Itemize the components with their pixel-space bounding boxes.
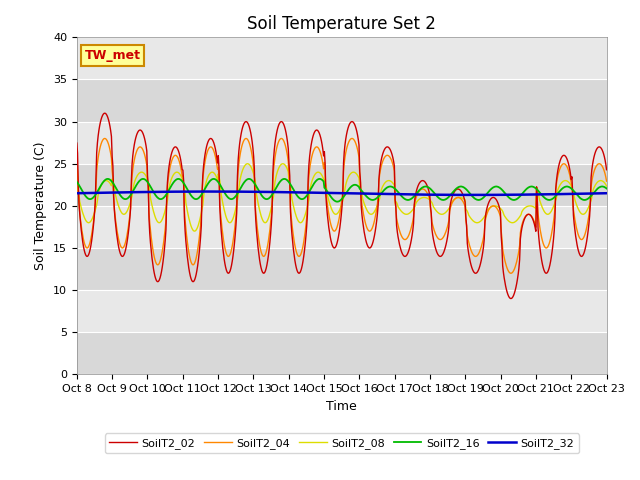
- Title: Soil Temperature Set 2: Soil Temperature Set 2: [247, 15, 436, 33]
- SoilT2_08: [408, 209, 415, 215]
- Bar: [77, 37, 607, 80]
- SoilT2_08: [220, 204, 227, 209]
- SoilT2_02: [507, 296, 515, 301]
- SoilT2_32: [422, 192, 430, 198]
- SoilT2_16: [603, 186, 611, 192]
- Y-axis label: Soil Temperature (C): Soil Temperature (C): [35, 142, 47, 270]
- SoilT2_16: [334, 199, 342, 204]
- Bar: [77, 290, 607, 332]
- SoilT2_32: [220, 189, 227, 194]
- SoilT2_04: [138, 145, 145, 151]
- SoilT2_02: [191, 275, 199, 280]
- Line: SoilT2_08: SoilT2_08: [77, 164, 607, 231]
- SoilT2_02: [83, 253, 90, 259]
- Bar: [77, 80, 607, 121]
- SoilT2_02: [138, 128, 145, 134]
- SoilT2_08: [83, 218, 90, 224]
- Line: SoilT2_16: SoilT2_16: [77, 179, 607, 202]
- Line: SoilT2_32: SoilT2_32: [77, 192, 607, 195]
- SoilT2_08: [137, 169, 145, 175]
- SoilT2_16: [138, 176, 145, 182]
- SoilT2_32: [73, 191, 81, 196]
- SoilT2_32: [205, 189, 213, 194]
- Text: TW_met: TW_met: [84, 49, 141, 62]
- SoilT2_08: [191, 228, 198, 234]
- SoilT2_16: [423, 184, 431, 190]
- Line: SoilT2_02: SoilT2_02: [77, 113, 607, 299]
- SoilT2_04: [407, 228, 415, 233]
- SoilT2_02: [220, 251, 227, 256]
- SoilT2_08: [191, 228, 199, 234]
- SoilT2_32: [137, 189, 145, 195]
- SoilT2_32: [603, 191, 611, 196]
- SoilT2_16: [220, 188, 227, 193]
- SoilT2_32: [407, 192, 415, 197]
- SoilT2_04: [220, 237, 227, 242]
- SoilT2_04: [507, 270, 515, 276]
- SoilT2_16: [408, 196, 415, 202]
- Line: SoilT2_04: SoilT2_04: [77, 138, 607, 273]
- SoilT2_16: [191, 196, 199, 202]
- Bar: [77, 332, 607, 374]
- SoilT2_04: [73, 161, 81, 167]
- SoilT2_32: [191, 189, 198, 194]
- SoilT2_16: [73, 179, 81, 185]
- SoilT2_02: [422, 180, 430, 186]
- SoilT2_08: [423, 195, 431, 201]
- SoilT2_04: [191, 258, 199, 264]
- Bar: [77, 121, 607, 164]
- SoilT2_02: [603, 167, 611, 173]
- SoilT2_16: [104, 176, 111, 182]
- SoilT2_32: [83, 190, 90, 196]
- SoilT2_08: [603, 183, 611, 189]
- SoilT2_08: [244, 161, 252, 167]
- SoilT2_04: [101, 135, 109, 141]
- SoilT2_04: [422, 188, 430, 194]
- Legend: SoilT2_02, SoilT2_04, SoilT2_08, SoilT2_16, SoilT2_32: SoilT2_02, SoilT2_04, SoilT2_08, SoilT2_…: [104, 433, 579, 453]
- Bar: [77, 164, 607, 206]
- Bar: [77, 206, 607, 248]
- SoilT2_02: [73, 140, 81, 146]
- SoilT2_08: [73, 184, 81, 190]
- X-axis label: Time: Time: [326, 400, 357, 413]
- SoilT2_02: [407, 241, 415, 247]
- SoilT2_16: [83, 194, 90, 200]
- Bar: [77, 248, 607, 290]
- SoilT2_04: [603, 178, 611, 184]
- SoilT2_04: [83, 245, 90, 251]
- SoilT2_02: [101, 110, 109, 116]
- SoilT2_32: [470, 192, 478, 198]
